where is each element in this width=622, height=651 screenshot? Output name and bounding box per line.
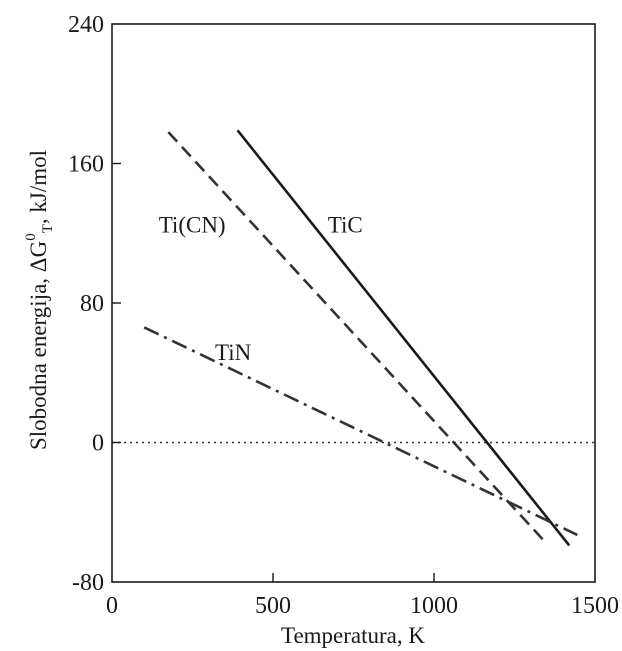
plot-frame	[111, 23, 596, 583]
series-line-ti-cn	[167, 131, 548, 545]
x-tick-label: 500	[255, 593, 291, 619]
series-line-tic	[236, 129, 571, 547]
x-tick-label: 1500	[571, 593, 619, 619]
series-line-tin	[143, 326, 578, 537]
y-tick-label: 240	[68, 12, 104, 38]
y-axis-title-main: Slobodna energija, ΔG	[26, 241, 51, 450]
y-tick-label: -80	[72, 570, 104, 596]
x-axis-title: Temperatura, K	[281, 623, 425, 648]
x-tick-label: 1000	[410, 593, 458, 619]
series-label-layer: TiC Ti(CN) TiN	[159, 213, 363, 365]
series-label-tic: TiC	[328, 213, 363, 238]
y-axis-title-superscript: 0	[23, 233, 39, 241]
y-tick-label: 0	[92, 431, 104, 457]
y-axis-title-subscript: T	[40, 224, 56, 233]
series-label-tin: TiN	[215, 340, 252, 365]
series-layer	[143, 129, 578, 547]
x-tick-label: 0	[106, 593, 118, 619]
y-axis-title-unit: , kJ/mol	[26, 150, 51, 224]
y-tick-label: 80	[80, 291, 104, 317]
y-axis-title: Slobodna energija, ΔG0T, kJ/mol	[23, 150, 56, 450]
y-tick-label: 160	[68, 152, 104, 178]
series-label-ti-cn: Ti(CN)	[159, 213, 226, 238]
